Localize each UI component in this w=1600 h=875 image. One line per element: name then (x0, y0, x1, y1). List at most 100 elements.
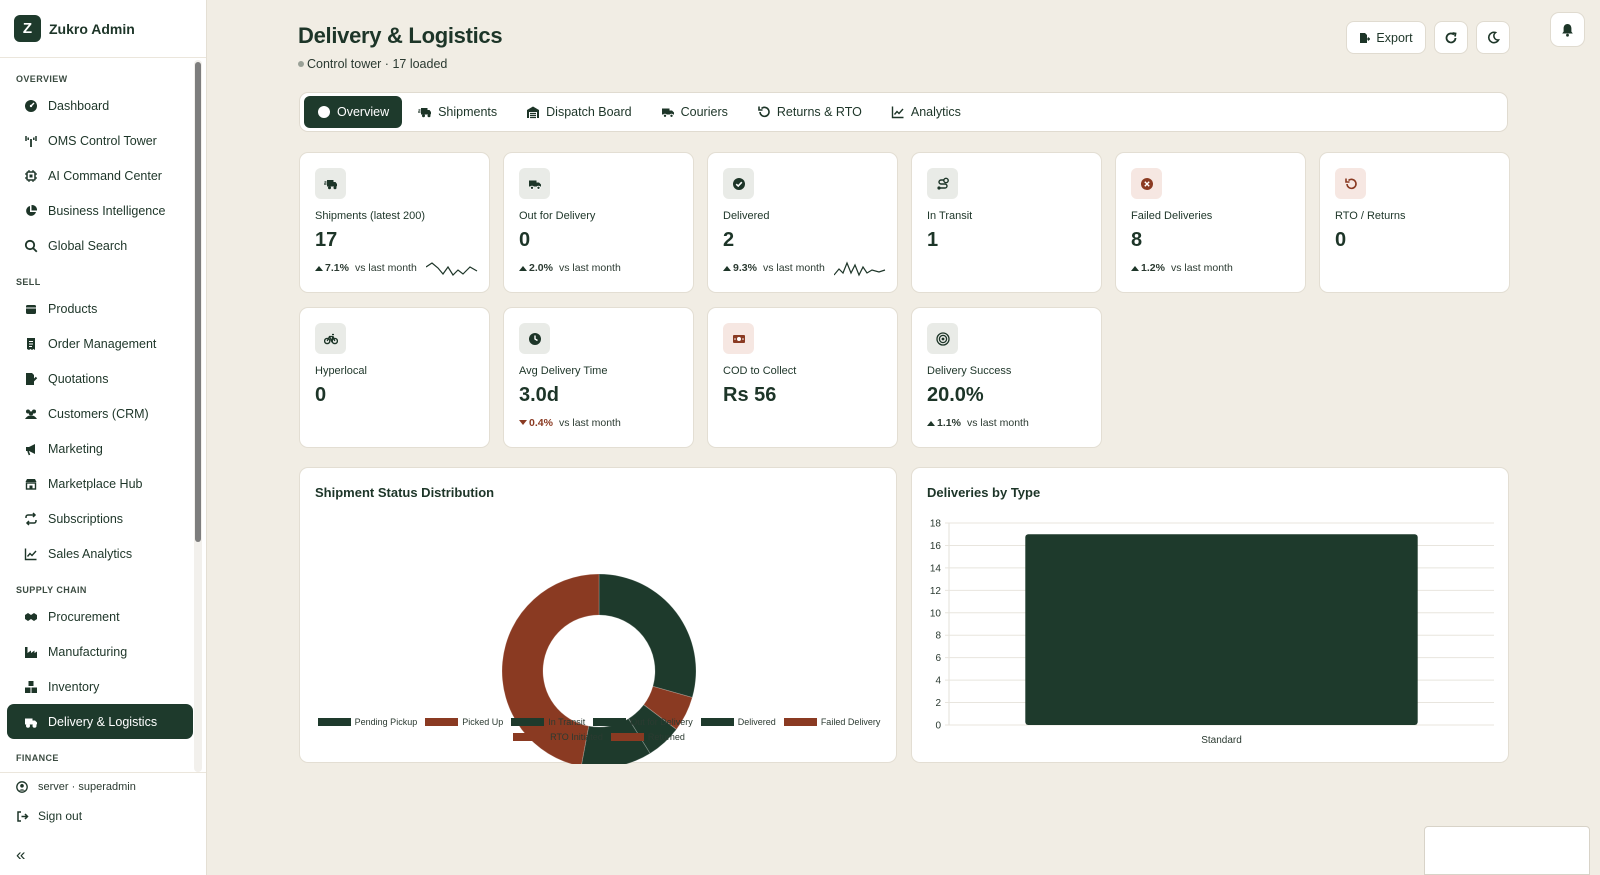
export-button[interactable]: Export (1346, 21, 1426, 54)
sidebar-item-delivery-logistics[interactable]: Delivery & Logistics (7, 704, 193, 739)
legend-item-delivered[interactable]: Delivered (700, 714, 776, 729)
kpi-trend-note: vs last month (966, 417, 1029, 429)
refresh-button[interactable] (1434, 21, 1468, 54)
sidebar-item-ai-command-center[interactable]: AI Command Center (7, 158, 193, 193)
sidebar-item-label: Order Management (48, 336, 157, 351)
shipment-status-panel: Shipment Status Distribution Pending Pic… (299, 467, 897, 764)
user-row: server · superadmin (0, 773, 206, 801)
legend-item-rto-initiated[interactable]: RTO Initiated (513, 729, 603, 744)
kpi-value: 3.0d (519, 384, 560, 406)
legend-swatch (783, 717, 817, 726)
receipt-icon (24, 337, 38, 351)
tab-shipments[interactable]: Shipments (405, 96, 510, 128)
legend-swatch (513, 732, 547, 741)
scrollbar-thumb[interactable] (195, 62, 201, 542)
kpi-value: 20.0% (927, 384, 984, 406)
sidebar-item-procurement[interactable]: Procurement (7, 599, 193, 634)
notifications-button[interactable] (1550, 12, 1585, 47)
tab-overview[interactable]: Overview (304, 96, 403, 128)
tab-dispatch-board[interactable]: Dispatch Board (513, 96, 644, 128)
brand[interactable]: Z Zukro Admin (0, 0, 206, 58)
brand-logo: Z (14, 15, 41, 42)
sidebar-item-business-intelligence[interactable]: Business Intelligence (7, 193, 193, 228)
tab-analytics[interactable]: Analytics (878, 96, 974, 128)
brand-name: Zukro Admin (49, 20, 135, 37)
sidebar-item-manufacturing[interactable]: Manufacturing (7, 634, 193, 669)
tab-bar: Overview Shipments Dispatch Board Couriers R… (299, 92, 1508, 132)
sidebar-item-label: Sales Analytics (48, 546, 133, 561)
legend-swatch (610, 732, 644, 741)
sidebar-item-products[interactable]: Products (7, 291, 193, 326)
sidebar-item-marketplace-hub[interactable]: Marketplace Hub (7, 466, 193, 501)
tab-returns-rto[interactable]: Returns & RTO (744, 96, 875, 128)
legend-label: Failed Delivery (820, 716, 881, 727)
collapse-sidebar-icon[interactable]: « (16, 845, 26, 864)
moon-icon (1487, 31, 1500, 44)
sidebar-item-label: Marketing (48, 441, 103, 456)
kpi-trend-note: vs last month (1170, 262, 1233, 274)
y-tick-label: 8 (935, 631, 941, 642)
kpi-value: 2 (723, 229, 735, 251)
truck-icon (661, 105, 675, 119)
sidebar-item-global-search[interactable]: Global Search (7, 228, 193, 263)
legend-item-in-transit[interactable]: In Transit (511, 714, 585, 729)
sidebar-item-label: Products (48, 301, 98, 316)
status-dot (298, 61, 304, 67)
rotate-left-icon (757, 105, 771, 119)
kpi-label: In Transit (927, 210, 973, 222)
kpi-card-cod-to-collect: COD to Collect Rs 56 (707, 307, 898, 448)
store-icon (24, 477, 38, 491)
kpi-value: 0 (519, 229, 531, 251)
legend-label: Out for Delivery (630, 716, 693, 727)
kpi-card-hyperlocal: Hyperlocal 0 (299, 307, 490, 448)
sidebar-item-subscriptions[interactable]: Subscriptions (7, 501, 193, 536)
sidebar-item-inventory[interactable]: Inventory (7, 669, 193, 704)
warehouse-icon (526, 105, 540, 119)
kpi-label: RTO / Returns (1335, 210, 1406, 222)
sidebar-item-order-management[interactable]: Order Management (7, 326, 193, 361)
y-tick-label: 12 (930, 586, 942, 597)
bicycle-icon (315, 323, 346, 354)
donut-title: Shipment Status Distribution (315, 485, 495, 500)
legend-item-picked-up[interactable]: Picked Up (425, 714, 503, 729)
legend-item-returned[interactable]: Returned (610, 729, 685, 744)
sidebar-item-sales-analytics[interactable]: Sales Analytics (7, 536, 193, 571)
dark-mode-button[interactable] (1476, 21, 1510, 54)
sidebar-item-label: Quotations (48, 371, 109, 386)
sidebar-item-customers-crm[interactable]: Customers (CRM) (7, 396, 193, 431)
kpi-value: 0 (315, 384, 327, 406)
tab-couriers[interactable]: Couriers (648, 96, 741, 128)
kpi-trend-percent: 7.1% (325, 262, 349, 274)
sidebar-item-marketing[interactable]: Marketing (7, 431, 193, 466)
sidebar-item-quotations[interactable]: Quotations (7, 361, 193, 396)
sidebar-scrollbar[interactable] (194, 60, 202, 772)
gauge-icon (24, 99, 38, 113)
sidebar-footer: server · superadmin Sign out (0, 772, 206, 831)
clock-icon (519, 323, 550, 354)
signout-button[interactable]: Sign out (0, 801, 206, 831)
boxes-icon (24, 680, 38, 694)
legend-item-failed-delivery[interactable]: Failed Delivery (783, 714, 881, 729)
page-preview-thumbnail[interactable] (1424, 826, 1590, 875)
chart-line-icon (24, 547, 38, 561)
rotate-left-icon (1335, 168, 1366, 199)
y-tick-label: 6 (935, 653, 941, 664)
kpi-trend-note: vs last month (558, 417, 621, 429)
kpi-label: Failed Deliveries (1131, 210, 1213, 222)
sidebar-item-label: OMS Control Tower (48, 133, 157, 148)
legend-item-out-for-delivery[interactable]: Out for Delivery (593, 714, 693, 729)
bar-standard[interactable] (1025, 534, 1418, 725)
kpi-card-delivery-success: Delivery Success 20.0% 1.1% vs last month (911, 307, 1102, 448)
kpi-trend-percent: 0.4% (529, 417, 553, 429)
legend-item-pending-pickup[interactable]: Pending Pickup (317, 714, 417, 729)
tab-label: Couriers (680, 105, 728, 119)
sidebar-item-label: AI Command Center (48, 168, 162, 183)
sidebar-item-oms-control-tower[interactable]: OMS Control Tower (7, 123, 193, 158)
sidebar-item-dashboard[interactable]: Dashboard (7, 88, 193, 123)
file-pen-icon (24, 372, 38, 386)
legend-label: In Transit (548, 716, 586, 727)
donut-slice-pending-pickup[interactable] (598, 573, 697, 699)
sidebar-item-label: Procurement (48, 609, 120, 624)
factory-icon (24, 645, 38, 659)
sidebar-item-label: Manufacturing (48, 644, 128, 659)
